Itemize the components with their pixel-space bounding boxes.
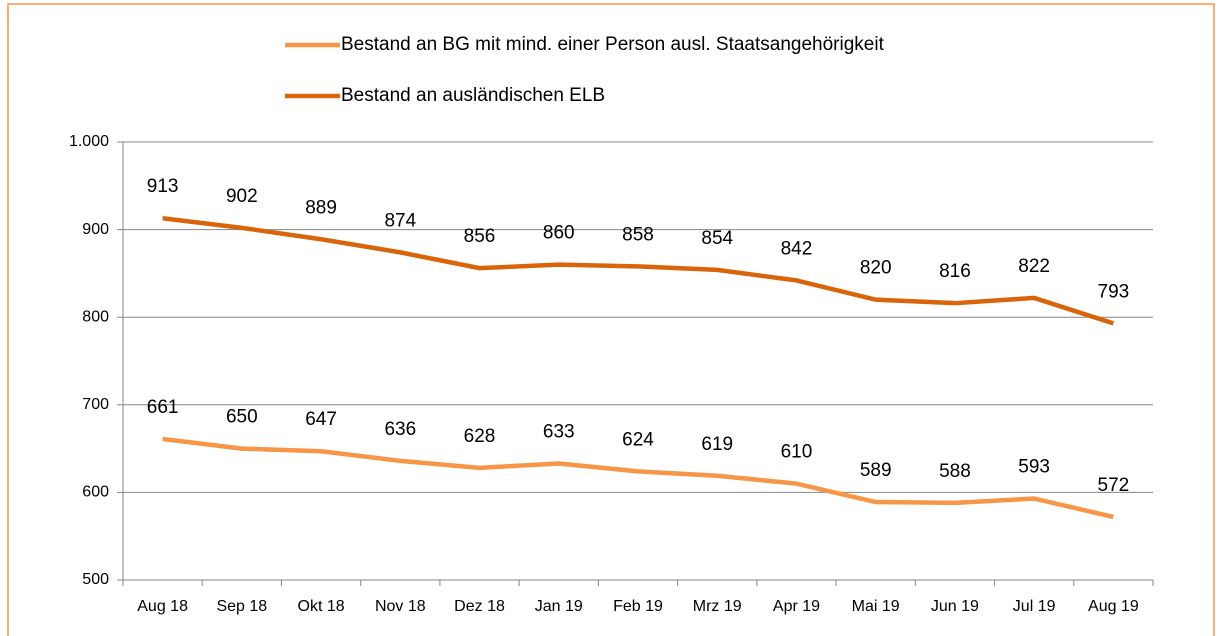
x-tick-label: Aug 18	[137, 598, 188, 615]
data-label: 593	[1018, 457, 1050, 478]
data-label: 820	[860, 258, 892, 279]
data-label: 816	[939, 261, 971, 282]
data-label: 636	[384, 419, 416, 440]
x-tick-label: Aug 19	[1088, 598, 1139, 615]
data-label: 628	[464, 426, 496, 447]
x-tick-label: Feb 19	[613, 598, 663, 615]
data-label: 874	[384, 210, 416, 231]
data-label: 858	[622, 224, 654, 245]
data-label: 572	[1098, 475, 1130, 496]
legend-label: Bestand an ausländischen ELB	[341, 85, 605, 106]
data-label: 647	[305, 409, 337, 430]
y-tick-label: 700	[82, 396, 109, 413]
y-tick-label: 900	[82, 221, 109, 238]
y-tick-label: 800	[82, 308, 109, 325]
legend-label: Bestand an BG mit mind. einer Person aus…	[341, 34, 885, 55]
x-tick-label: Jan 19	[535, 598, 583, 615]
x-tick-label: Apr 19	[773, 598, 820, 615]
data-label: 633	[543, 422, 575, 443]
frame	[7, 3, 1215, 636]
data-label: 860	[543, 223, 575, 244]
y-tick-label: 1.000	[69, 133, 109, 150]
x-tick-label: Sep 18	[216, 598, 267, 615]
x-tick-label: Nov 18	[375, 598, 426, 615]
x-tick-label: Jun 19	[931, 598, 979, 615]
x-tick-label: Mrz 19	[693, 598, 742, 615]
series-line	[162, 436, 1114, 520]
data-label: 650	[226, 407, 258, 428]
y-tick-label: 500	[82, 571, 109, 588]
data-label: 588	[939, 461, 971, 482]
data-label: 589	[860, 460, 892, 481]
data-label: 619	[701, 434, 733, 455]
data-label: 842	[781, 238, 813, 259]
y-tick-label: 600	[82, 484, 109, 501]
data-label: 856	[464, 226, 496, 247]
data-label: 889	[305, 197, 337, 218]
data-label: 854	[701, 228, 733, 249]
data-label: 793	[1098, 281, 1130, 302]
x-tick-label: Jul 19	[1013, 598, 1056, 615]
x-tick-label: Okt 18	[298, 598, 345, 615]
data-label: 902	[226, 186, 258, 207]
data-label: 624	[622, 429, 654, 450]
x-tick-label: Dez 18	[454, 598, 505, 615]
data-label: 913	[147, 176, 179, 197]
data-label: 610	[781, 442, 813, 463]
data-label: 822	[1018, 256, 1050, 277]
x-tick-label: Mai 19	[852, 598, 900, 615]
data-label: 661	[147, 397, 179, 418]
series-line	[162, 215, 1115, 326]
